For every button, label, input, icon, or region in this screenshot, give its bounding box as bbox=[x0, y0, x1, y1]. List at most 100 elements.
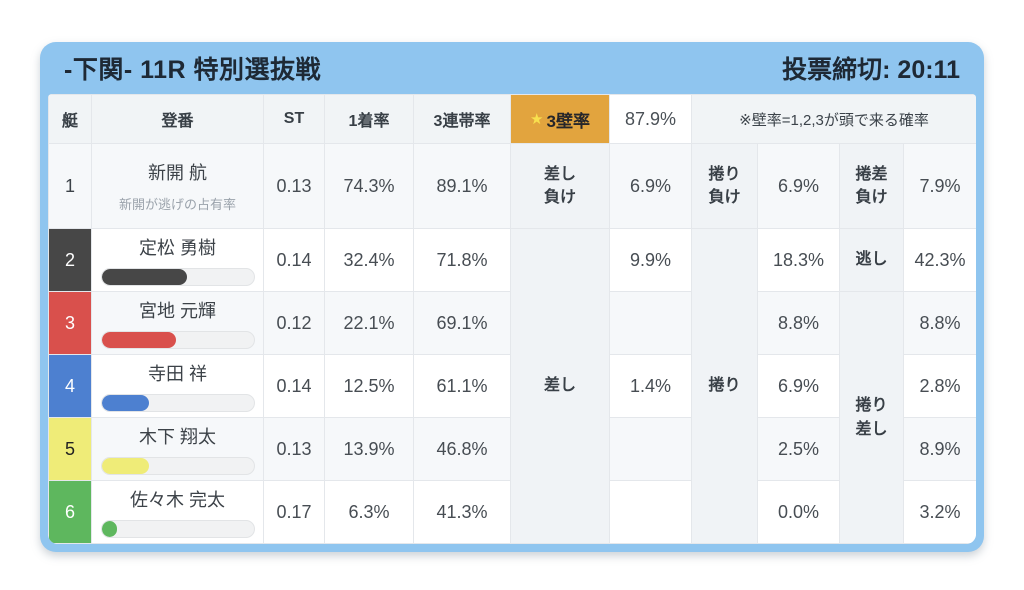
col-header-win1: 1着率 bbox=[324, 94, 414, 144]
racer-cell: 寺田 祥 bbox=[91, 354, 264, 418]
racer-name: 木下 翔太 bbox=[138, 427, 216, 447]
boat-number: 6 bbox=[64, 501, 75, 522]
st-value: 0.12 bbox=[263, 291, 325, 355]
boat-number: 5 bbox=[64, 438, 75, 459]
share-bar-fill bbox=[101, 458, 149, 474]
makuri-make-value: 6.9% bbox=[757, 143, 840, 229]
boat-number: 2 bbox=[64, 249, 75, 270]
racer-name: 宮地 元輝 bbox=[138, 301, 216, 321]
share-bar-fill bbox=[101, 332, 176, 348]
wall-rate-badge[interactable]: ★ 3壁率 bbox=[511, 95, 609, 143]
header-row: 艇 登番 ST 1着率 3連帯率 ★ 3壁率 87.9% ※壁率=1,2,3が頭で… bbox=[48, 94, 976, 144]
share-bar-track bbox=[100, 268, 255, 286]
boat-number: 1 bbox=[64, 175, 75, 196]
col-header-wall: ★ 3壁率 bbox=[510, 94, 610, 144]
top3-value: 41.3% bbox=[413, 480, 511, 544]
title-bar: -下関- 11R 特別選抜戦 投票締切: 20:11 bbox=[48, 42, 976, 94]
racer-cell: 佐々木 完太 bbox=[91, 480, 264, 544]
racer-name: 寺田 祥 bbox=[147, 364, 207, 384]
racer-name: 新開 航 bbox=[147, 163, 207, 183]
vote-deadline: 投票締切: 20:11 bbox=[782, 56, 960, 84]
share-bar-track bbox=[100, 331, 255, 349]
sashi-value bbox=[609, 480, 692, 544]
top3-value: 71.8% bbox=[413, 228, 511, 292]
st-value: 0.13 bbox=[263, 417, 325, 481]
makuri-value: 18.3% bbox=[757, 228, 840, 292]
boat-number: 3 bbox=[64, 312, 75, 333]
st-value: 0.13 bbox=[263, 143, 325, 229]
top3-value: 69.1% bbox=[413, 291, 511, 355]
race-panel: -下関- 11R 特別選抜戦 投票締切: 20:11 艇 登番 ST 1着率 3… bbox=[40, 42, 984, 552]
top3-value: 46.8% bbox=[413, 417, 511, 481]
makurizashi-make-value: 7.9% bbox=[902, 143, 976, 229]
share-bar-track bbox=[100, 394, 255, 412]
share-bar-fill bbox=[101, 395, 149, 411]
sashi-merged-label: 差し bbox=[510, 228, 610, 544]
col-header-st: ST bbox=[263, 94, 325, 144]
share-bar-fill bbox=[101, 521, 117, 537]
sashi-value bbox=[609, 291, 692, 355]
sashi-make-label: 差し 負け bbox=[510, 143, 610, 229]
top3-value: 89.1% bbox=[413, 143, 511, 229]
makuri-value: 6.9% bbox=[757, 354, 840, 418]
makuri-make-label: 捲り 負け bbox=[691, 143, 758, 229]
boat-row-4: 4 寺田 祥 0.14 12.5% 61.1% 1.4% 6.9% 2.8% bbox=[48, 354, 976, 418]
makuri-merged-label: 捲り bbox=[691, 228, 758, 544]
makuri-value: 0.0% bbox=[757, 480, 840, 544]
racer-name: 定松 勇樹 bbox=[138, 238, 216, 258]
wall-rate-label: 3壁率 bbox=[546, 111, 590, 131]
boat-number-cell: 5 bbox=[48, 417, 92, 481]
racer-name: 佐々木 完太 bbox=[129, 490, 225, 510]
boat-row-1: 1 新開 航 新開が逃げの占有率 0.13 74.3% 89.1% 差し 負け … bbox=[48, 143, 976, 229]
makuri-value: 8.8% bbox=[757, 291, 840, 355]
col-header-boat: 艇 bbox=[48, 94, 92, 144]
boat-row-3: 3 宮地 元輝 0.12 22.1% 69.1% 8.8% 捲り 差し 8.8% bbox=[48, 291, 976, 544]
wall-rate-value: 87.9% bbox=[609, 94, 692, 144]
col-header-reg: 登番 bbox=[91, 94, 264, 144]
makurizashi-value: 2.8% bbox=[902, 354, 976, 418]
stats-table: 艇 登番 ST 1着率 3連帯率 ★ 3壁率 87.9% ※壁率=1,2,3が頭で… bbox=[48, 94, 976, 544]
boat-row-5: 5 木下 翔太 0.13 13.9% 46.8% 2.5% 8.9% bbox=[48, 417, 976, 481]
win1-value: 32.4% bbox=[324, 228, 414, 292]
sashi-make-value: 6.9% bbox=[609, 143, 692, 229]
boat-number-cell: 1 bbox=[48, 143, 92, 229]
nigashi-value: 42.3% bbox=[902, 228, 976, 292]
racer-cell: 新開 航 新開が逃げの占有率 bbox=[91, 143, 264, 229]
boat-number-cell: 2 bbox=[48, 228, 92, 292]
makurizashi-value: 8.9% bbox=[902, 417, 976, 481]
win1-value: 74.3% bbox=[324, 143, 414, 229]
win1-value: 6.3% bbox=[324, 480, 414, 544]
boat-number: 4 bbox=[64, 375, 75, 396]
share-bar-track bbox=[100, 520, 255, 538]
st-value: 0.17 bbox=[263, 480, 325, 544]
boat-number-cell: 6 bbox=[48, 480, 92, 544]
racer-cell: 宮地 元輝 bbox=[91, 291, 264, 355]
race-title: -下関- 11R 特別選抜戦 bbox=[64, 56, 322, 84]
makuri-value: 2.5% bbox=[757, 417, 840, 481]
st-value: 0.14 bbox=[263, 354, 325, 418]
stats-table-wrapper: 艇 登番 ST 1着率 3連帯率 ★ 3壁率 87.9% ※壁率=1,2,3が頭で… bbox=[48, 94, 976, 544]
sashi-value bbox=[609, 417, 692, 481]
makurizashi-value: 3.2% bbox=[902, 480, 976, 544]
makurizashi-merged-label: 捲り 差し bbox=[839, 291, 904, 544]
top3-value: 61.1% bbox=[413, 354, 511, 418]
boat-number-cell: 4 bbox=[48, 354, 92, 418]
sashi-value: 1.4% bbox=[609, 354, 692, 418]
share-bar-track bbox=[100, 457, 255, 475]
makurizashi-make-label: 捲差 負け bbox=[839, 143, 904, 229]
win1-value: 12.5% bbox=[324, 354, 414, 418]
win1-value: 13.9% bbox=[324, 417, 414, 481]
col-header-top3: 3連帯率 bbox=[413, 94, 511, 144]
makurizashi-value: 8.8% bbox=[902, 291, 976, 355]
boat-row-2: 2 定松 勇樹 0.14 32.4% 71.8% 差し 9.9% 捲り 18.3… bbox=[48, 228, 976, 544]
racer-cell: 木下 翔太 bbox=[91, 417, 264, 481]
share-bar-fill bbox=[101, 269, 187, 285]
boat-number-cell: 3 bbox=[48, 291, 92, 355]
win1-value: 22.1% bbox=[324, 291, 414, 355]
boat-row-6: 6 佐々木 完太 0.17 6.3% 41.3% 0.0% 3.2% bbox=[48, 480, 976, 544]
racer-cell: 定松 勇樹 bbox=[91, 228, 264, 292]
racer-sub-label: 新開が逃げの占有率 bbox=[118, 197, 236, 212]
sashi-value: 9.9% bbox=[609, 228, 692, 292]
star-icon: ★ bbox=[530, 111, 544, 128]
st-value: 0.14 bbox=[263, 228, 325, 292]
